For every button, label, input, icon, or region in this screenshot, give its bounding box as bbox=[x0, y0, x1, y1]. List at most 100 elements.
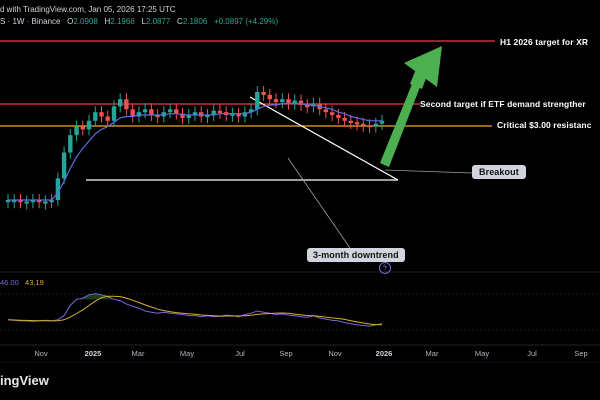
arrow-shaft bbox=[380, 84, 420, 167]
candle-body bbox=[118, 99, 123, 107]
second-target-label: Second target if ETF demand strengther bbox=[420, 99, 586, 109]
candle-body bbox=[5, 200, 11, 203]
candle-body bbox=[43, 201, 48, 204]
candle-body bbox=[205, 115, 210, 118]
candles-group bbox=[5, 86, 385, 210]
xtick-sep-2026: Sep bbox=[574, 349, 588, 358]
candle-body bbox=[74, 126, 79, 136]
downtrend-leader-line bbox=[287, 157, 351, 249]
bolt-icon[interactable]: ϟ bbox=[379, 262, 391, 274]
candle-body bbox=[12, 200, 17, 203]
xtick-jul-2026: Jul bbox=[527, 349, 537, 358]
candle-body bbox=[86, 120, 92, 130]
candle-body bbox=[361, 123, 366, 126]
xtick-may-2026: May bbox=[474, 349, 490, 358]
xtick-mar-2025: Mar bbox=[131, 349, 145, 358]
candle-body bbox=[286, 99, 291, 104]
candle-body bbox=[180, 113, 185, 118]
rsi-value-a: 46.00 bbox=[0, 278, 19, 287]
arrow-neck bbox=[410, 64, 430, 89]
candle-body bbox=[298, 100, 304, 105]
candle-body bbox=[105, 116, 110, 121]
candle-body bbox=[155, 115, 160, 118]
candle-body bbox=[292, 100, 297, 104]
close-label: C bbox=[177, 17, 183, 26]
rsi-line bbox=[7, 293, 383, 327]
candle-body bbox=[174, 109, 179, 114]
change-value: +0.0897 (+4.29%) bbox=[213, 17, 278, 26]
candle-body bbox=[68, 135, 73, 153]
candle-body bbox=[305, 105, 310, 108]
high-label: H bbox=[104, 17, 111, 26]
candle-body bbox=[18, 200, 23, 203]
candle-body bbox=[30, 200, 36, 203]
candle-body bbox=[373, 123, 378, 127]
candle-body bbox=[199, 112, 204, 117]
candle-body bbox=[124, 99, 129, 110]
close-value: 2.1806 bbox=[182, 17, 208, 26]
breakout-label[interactable]: Breakout bbox=[472, 165, 526, 179]
xtick-2025: 2025 bbox=[84, 349, 102, 358]
candle-body bbox=[99, 112, 104, 117]
candle-body bbox=[217, 110, 223, 113]
candle-body bbox=[267, 94, 272, 100]
xtick-sep-2025: Sep bbox=[279, 349, 293, 358]
candle-body bbox=[211, 110, 216, 115]
candle-body bbox=[354, 122, 360, 125]
candle-body bbox=[248, 109, 254, 113]
candle-body bbox=[61, 152, 67, 179]
open-value: 2.0908 bbox=[73, 17, 98, 26]
candle-body bbox=[186, 115, 191, 118]
candle-body bbox=[161, 112, 166, 117]
critical-resistance-label: Critical $3.00 resistanc bbox=[497, 120, 592, 130]
ema-line bbox=[8, 102, 382, 201]
candle-body bbox=[336, 115, 341, 118]
candle-body bbox=[379, 120, 385, 124]
candle-body bbox=[255, 92, 260, 110]
candle-body bbox=[230, 113, 235, 116]
xtick-jul-2025: Jul bbox=[235, 349, 245, 358]
candle-body bbox=[192, 112, 198, 116]
candle-body bbox=[236, 113, 241, 117]
header-row-1: d with TradingView.com, Jan 05, 2026 17:… bbox=[0, 4, 176, 16]
candle-body bbox=[167, 109, 173, 113]
low-value: 2.0877 bbox=[145, 17, 171, 26]
rsi-legend: 46.00 43.19 bbox=[0, 278, 44, 287]
candle-body bbox=[323, 109, 329, 113]
rsi-overbought-fill bbox=[76, 293, 121, 300]
source-text: d with TradingView.com, Jan 05, 2026 17:… bbox=[0, 5, 176, 14]
xtick-nov-2025: Nov bbox=[328, 349, 342, 358]
tradingview-brand: ingView bbox=[0, 373, 49, 388]
candle-body bbox=[37, 200, 42, 203]
candle-body bbox=[242, 112, 248, 117]
candle-body bbox=[329, 112, 335, 116]
candle-body bbox=[348, 120, 353, 123]
chart-header: d with TradingView.com, Jan 05, 2026 17:… bbox=[0, 0, 600, 26]
upward-arrow bbox=[380, 46, 442, 167]
candle-body bbox=[142, 109, 148, 113]
candle-body bbox=[93, 112, 98, 121]
candle-body bbox=[136, 112, 142, 117]
rsi-value-b: 43.19 bbox=[25, 278, 44, 287]
high-value: 2.1966 bbox=[110, 17, 135, 26]
downtrend-label[interactable]: 3-month downtrend bbox=[307, 248, 405, 262]
candle-body bbox=[49, 200, 54, 203]
candle-body bbox=[130, 109, 135, 117]
open-label: O bbox=[67, 17, 74, 26]
candle-body bbox=[261, 92, 266, 95]
candle-body bbox=[280, 99, 285, 103]
candle-body bbox=[149, 109, 154, 116]
candle-body bbox=[273, 99, 279, 103]
candle-body bbox=[55, 178, 61, 200]
downtrend-line bbox=[249, 96, 399, 181]
candle-body bbox=[80, 126, 85, 130]
xtick-2026: 2026 bbox=[375, 349, 393, 358]
xtick-mar-2026: Mar bbox=[425, 349, 439, 358]
candle-body bbox=[111, 106, 117, 121]
candle-body bbox=[367, 125, 372, 128]
rsi-ma-line bbox=[7, 295, 383, 326]
candle-body bbox=[24, 201, 29, 204]
low-label: L bbox=[141, 17, 146, 26]
